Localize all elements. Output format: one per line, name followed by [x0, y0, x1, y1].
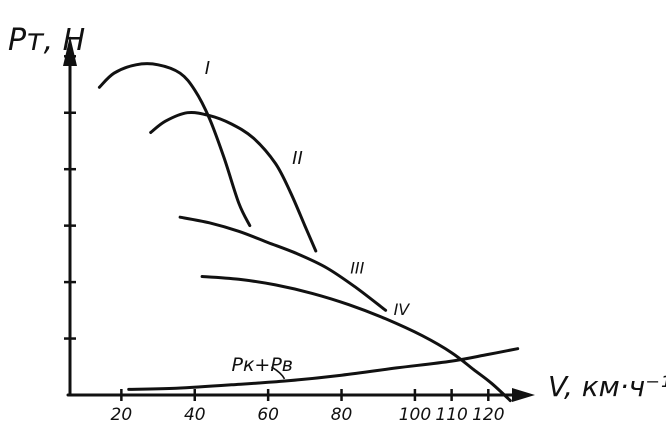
x-axis-arrow	[512, 388, 535, 402]
series-line-iii	[178, 215, 388, 312]
x-tick-label: 80	[331, 405, 353, 425]
series-label-i: I	[205, 58, 210, 79]
x-ticks: 20 40 60 80 100 110 120	[111, 389, 505, 425]
x-tick-label: 20	[111, 405, 133, 425]
series-line-i	[97, 62, 252, 228]
x-tick-label: 60	[257, 405, 279, 425]
series-line-ii	[149, 110, 318, 253]
series-label-iii: III	[350, 259, 364, 278]
curves	[97, 62, 520, 403]
x-tick-label: 40	[184, 405, 206, 425]
series-line-p-p	[127, 347, 520, 391]
x-tick-label: 120	[472, 405, 504, 425]
x-tick-label: 100	[399, 405, 431, 425]
x-axis-label: V, км·ч⁻¹	[548, 370, 666, 403]
series-line-iv	[200, 275, 512, 403]
y-ticks	[64, 55, 76, 340]
series-label-p-p: Pк+Pв	[231, 354, 293, 376]
x-tick-label: 110	[435, 405, 467, 425]
series-label-iv: IV	[394, 300, 411, 319]
series-label-ii: II	[292, 148, 303, 169]
y-axis-label: Pт, Н	[8, 23, 85, 58]
series-label-leader	[271, 366, 286, 380]
y-axis-arrow	[63, 36, 77, 66]
